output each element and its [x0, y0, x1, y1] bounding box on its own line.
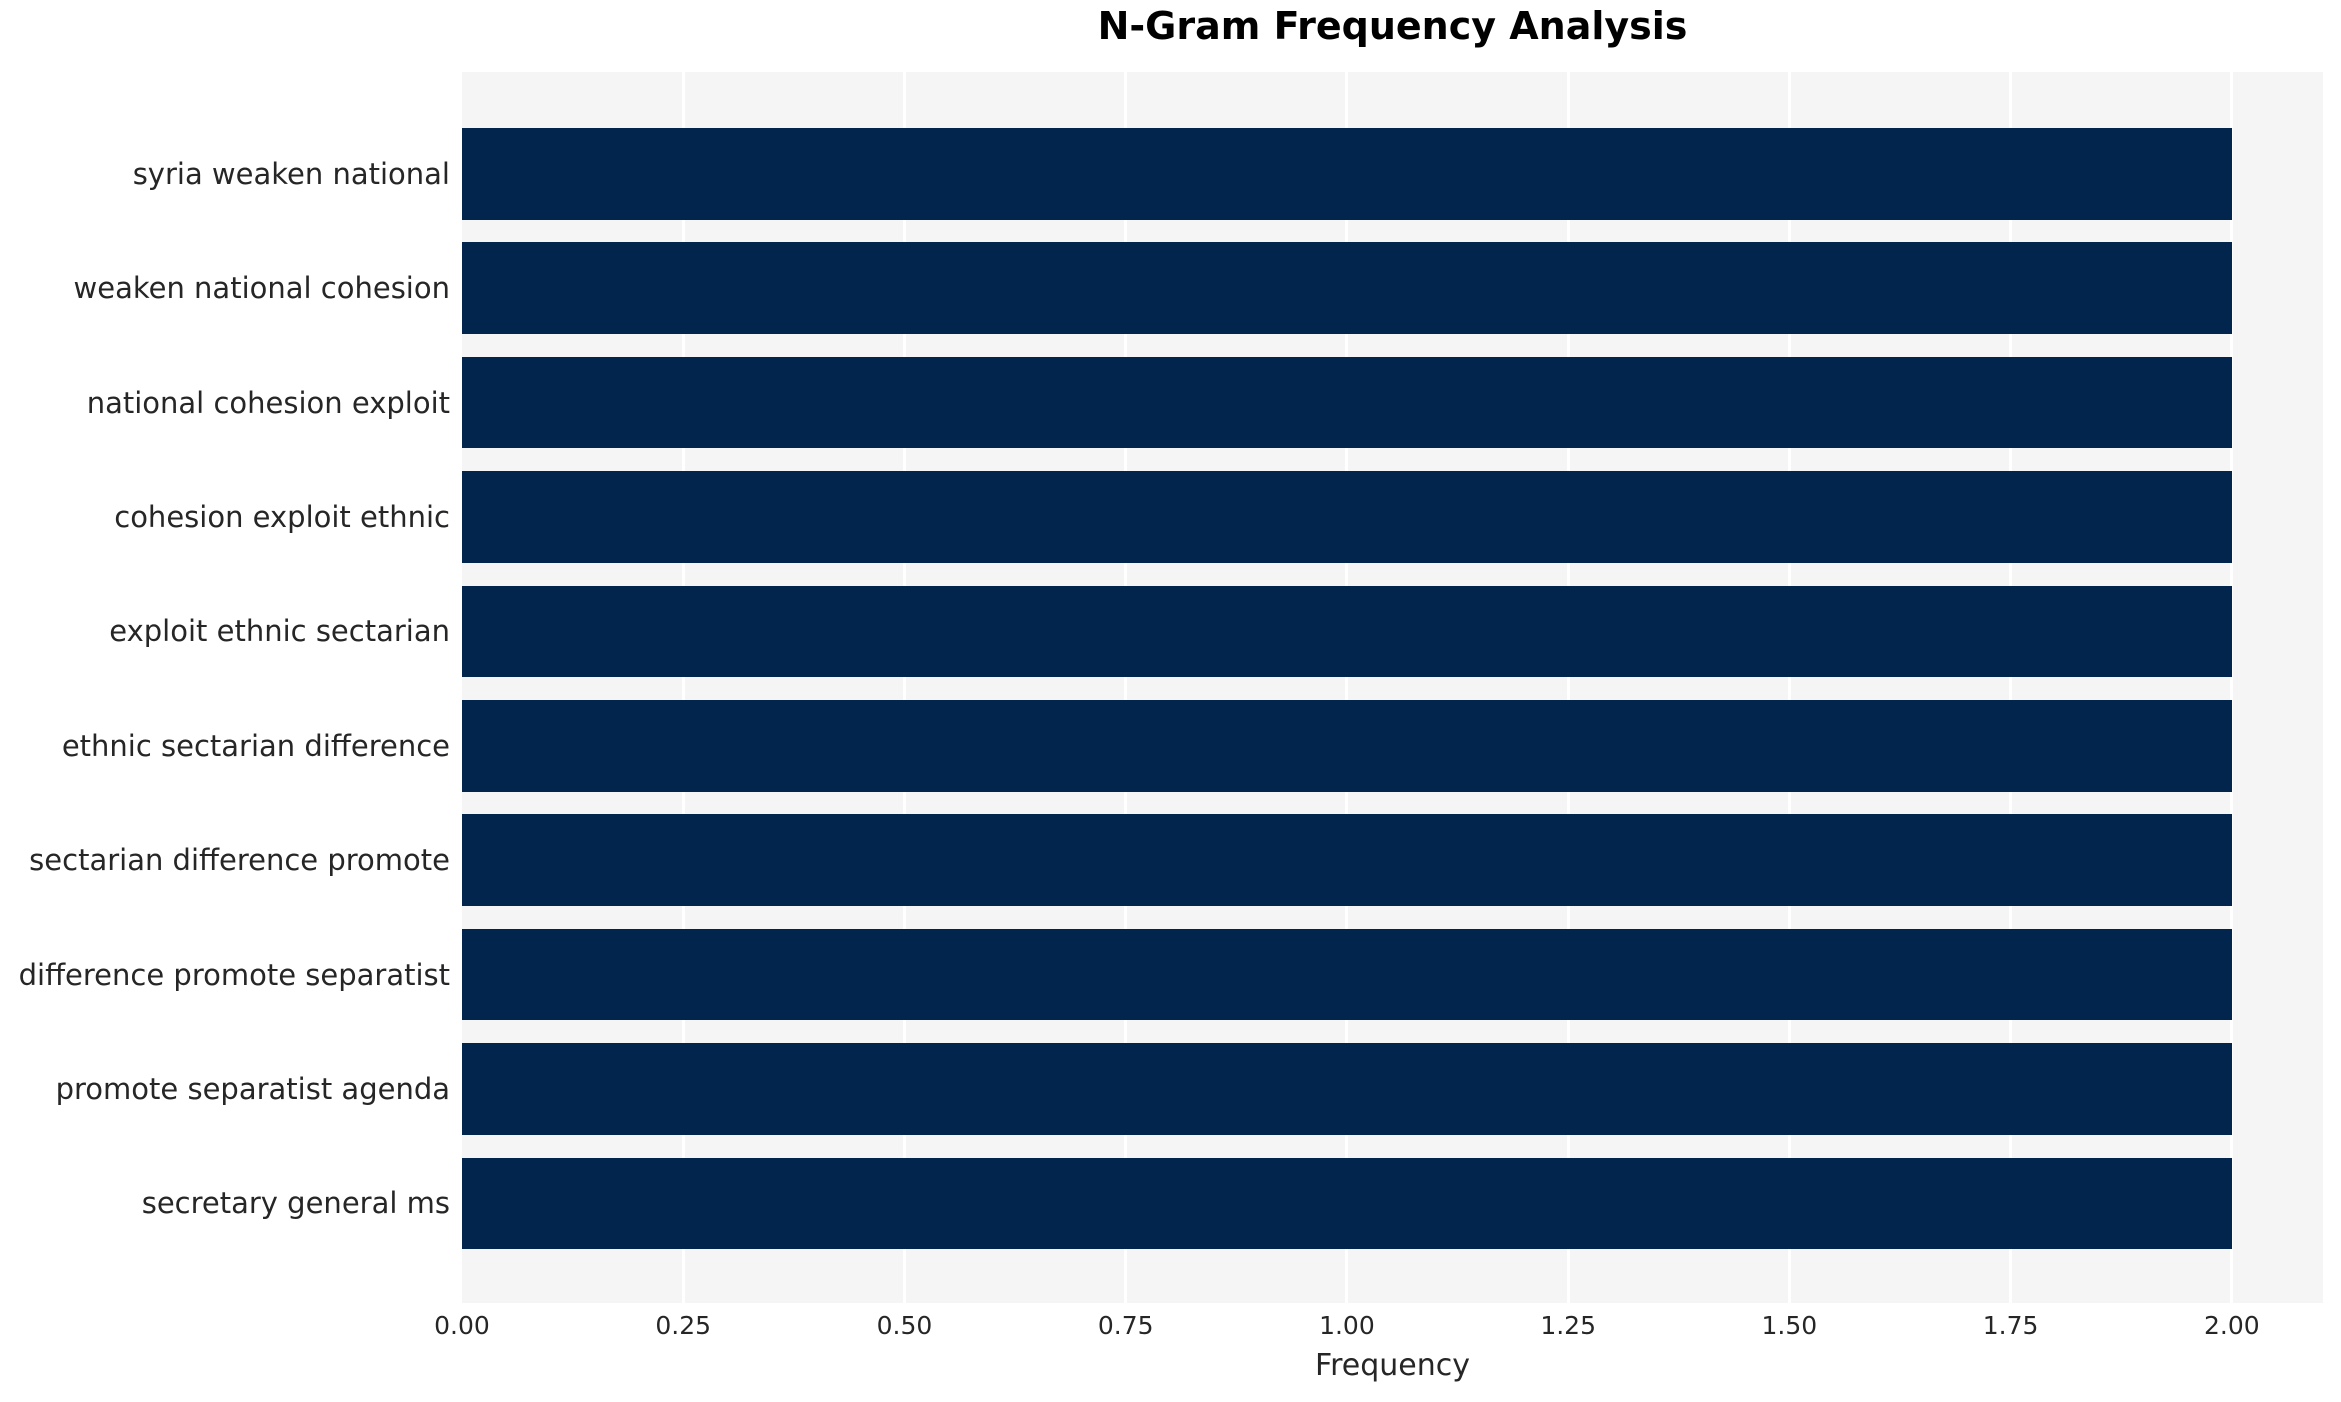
- bar: [462, 700, 2232, 792]
- bar: [462, 1157, 2232, 1250]
- gridline: [902, 72, 906, 1303]
- x-axis-label: Frequency: [1315, 1348, 1470, 1383]
- bar: [462, 242, 2232, 334]
- x-tick-label: 1.00: [1319, 1311, 1375, 1340]
- gridline: [1566, 72, 1570, 1303]
- y-tick-label: weaken national cohesion: [73, 271, 450, 306]
- bar: [462, 585, 2232, 678]
- plot-area: [462, 72, 2323, 1303]
- bar: [462, 471, 2232, 563]
- gridline: [1787, 72, 1791, 1303]
- y-tick-label: secretary general ms: [141, 1186, 450, 1221]
- y-tick-label: syria weaken national: [132, 156, 450, 191]
- gridline: [1124, 72, 1128, 1303]
- bar: [462, 356, 2232, 449]
- y-tick-label: sectarian difference promote: [29, 843, 450, 878]
- x-tick-label: 1.25: [1540, 1311, 1596, 1340]
- y-tick-label: cohesion exploit ethnic: [114, 499, 450, 534]
- x-tick-label: 0.25: [655, 1311, 712, 1340]
- gridline: [1345, 72, 1349, 1303]
- x-tick-label: 1.75: [1982, 1311, 2039, 1340]
- y-tick-label: ethnic sectarian difference: [61, 728, 450, 763]
- x-tick-label: 0.00: [434, 1311, 490, 1340]
- y-tick-label: national cohesion exploit: [86, 385, 450, 420]
- x-tick-label: 0.75: [1097, 1311, 1154, 1340]
- bar: [462, 928, 2232, 1021]
- chart-title: N-Gram Frequency Analysis: [1097, 4, 1688, 48]
- bar: [462, 128, 2232, 220]
- bar: [462, 1043, 2232, 1135]
- y-tick-label: difference promote separatist: [18, 957, 450, 992]
- x-tick-label: 0.50: [876, 1311, 933, 1340]
- x-tick-label: 1.50: [1761, 1311, 1818, 1340]
- x-tick-label: 2.00: [2204, 1311, 2260, 1340]
- bar: [462, 814, 2232, 906]
- y-tick-label: exploit ethnic sectarian: [109, 614, 450, 649]
- gridline: [2009, 72, 2013, 1303]
- gridline: [681, 72, 685, 1303]
- y-tick-label: promote separatist agenda: [55, 1071, 450, 1106]
- gridline: [2230, 72, 2234, 1303]
